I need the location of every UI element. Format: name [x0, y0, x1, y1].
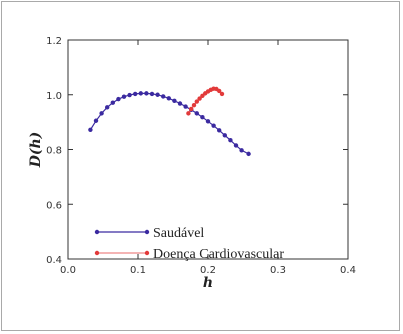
- data-point: [110, 100, 116, 105]
- data-point: [105, 105, 110, 110]
- data-point: [155, 92, 160, 97]
- data-point: [121, 94, 127, 99]
- data-point: [233, 143, 239, 148]
- y-tick-label: 1.0: [46, 91, 62, 102]
- data-point: [116, 96, 121, 102]
- data-point: [161, 94, 166, 99]
- data-point: [222, 133, 227, 138]
- y-tick-label: 0.4: [46, 255, 62, 266]
- data-point: [189, 106, 194, 112]
- data-point: [228, 137, 233, 143]
- x-tick-label: 0.3: [270, 265, 286, 276]
- data-point: [166, 96, 171, 101]
- data-point: [194, 99, 199, 104]
- legend-marker: [94, 229, 100, 235]
- data-point: [246, 151, 251, 157]
- data-point: [127, 92, 132, 98]
- data-point: [211, 123, 216, 128]
- x-tick-label: 0.0: [60, 265, 76, 276]
- x-tick-label: 0.2: [200, 265, 216, 276]
- x-tick-label: 0.4: [340, 265, 356, 276]
- data-point: [177, 101, 183, 106]
- data-point: [217, 88, 222, 94]
- data-point: [186, 111, 191, 116]
- chart-plot: 0.0 0.1 0.2 0.3 0.4 0.4 0.6 0.8 1.0 1.2 h D(h) Saud…: [28, 36, 356, 291]
- data-point: [93, 118, 99, 123]
- x-axis-label: h: [203, 275, 213, 291]
- legend-marker: [144, 229, 150, 235]
- data-point: [217, 128, 222, 133]
- data-point: [138, 91, 143, 96]
- series-1: [186, 86, 225, 116]
- data-point: [239, 148, 244, 153]
- data-point: [88, 127, 93, 132]
- data-point: [205, 119, 211, 124]
- legend-label: Doença Cardiovascular: [153, 247, 284, 262]
- data-point: [197, 96, 202, 101]
- data-point: [149, 91, 155, 97]
- data-point: [133, 91, 138, 97]
- legend-marker: [144, 250, 150, 256]
- legend-marker: [94, 250, 100, 256]
- data-point: [144, 91, 149, 96]
- plot-area-frame: [67, 39, 349, 260]
- data-point: [219, 91, 225, 97]
- series-0: [88, 91, 251, 157]
- data-point: [194, 111, 199, 116]
- legend-label: Saudável: [153, 226, 204, 241]
- x-tick-label: 0.1: [130, 265, 146, 276]
- y-tick-label: 0.8: [46, 146, 62, 157]
- data-point: [99, 111, 104, 116]
- data-point: [172, 98, 177, 103]
- data-point: [200, 114, 205, 120]
- data-point: [191, 102, 197, 108]
- data-point: [183, 104, 188, 109]
- y-tick-label: 0.6: [46, 200, 62, 211]
- y-axis-label: D(h): [28, 132, 44, 169]
- y-tick-label: 1.2: [46, 36, 62, 47]
- chart-frame: 0.0 0.1 0.2 0.3 0.4 0.4 0.6 0.8 1.0 1.2 h D(h) Saud…: [1, 1, 400, 331]
